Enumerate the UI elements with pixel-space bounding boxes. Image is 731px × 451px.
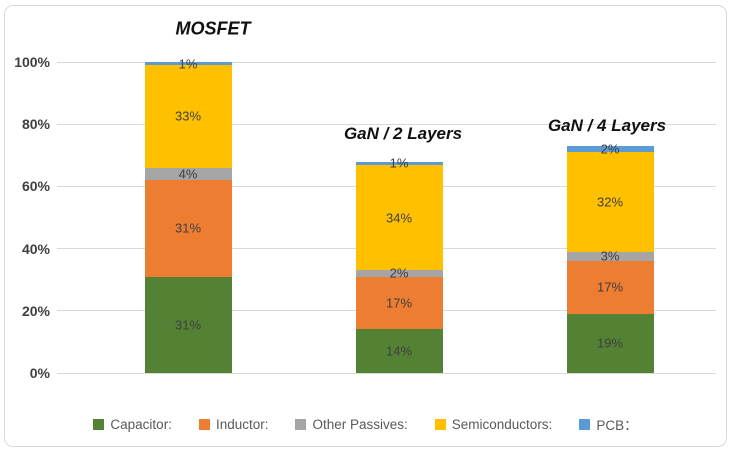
legend-label: Capacitor:: [110, 416, 172, 432]
data-label: 31%: [174, 317, 202, 333]
category-title: GaN / 4 Layers: [547, 116, 667, 135]
data-label: 17%: [596, 279, 624, 295]
legend-swatch: [198, 418, 210, 430]
bar-segment: [566, 145, 654, 153]
bar-segment: [144, 65, 232, 168]
bar-segment: [355, 164, 443, 271]
bar-segment: [144, 167, 232, 181]
y-axis-tick-label: 20%: [21, 302, 50, 319]
data-label: 1%: [389, 155, 409, 171]
legend-item: Capacitor:: [93, 417, 172, 432]
bar-segment: [355, 329, 443, 373]
legend-swatch: [579, 418, 591, 430]
bar-segment: [566, 261, 654, 314]
gridline-80%: [57, 123, 716, 125]
y-axis-tick-label: 40%: [21, 240, 50, 257]
legend: Capacitor: Inductor: Other Passives: Semico…: [0, 413, 731, 435]
gridline-0%: [57, 372, 716, 374]
data-label: 34%: [385, 210, 413, 225]
category-title: MOSFET: [175, 18, 251, 39]
bar-segment: [355, 276, 443, 330]
data-label: 4%: [178, 166, 198, 182]
legend-label: PCB：: [596, 418, 638, 433]
bar-segment: [566, 313, 654, 373]
bar-segment: [144, 276, 232, 373]
legend-item: Other Passives:: [295, 416, 408, 432]
y-axis-tick-label: 80%: [21, 116, 50, 133]
data-label: 2%: [389, 265, 409, 281]
legend-label: Inductor:: [215, 416, 269, 432]
bar-segment: [566, 152, 654, 252]
data-label: 19%: [596, 335, 624, 351]
data-label: 2%: [600, 141, 620, 157]
data-label: 32%: [596, 194, 624, 210]
gridline-100%: [57, 61, 716, 63]
bar-segment: [144, 180, 232, 277]
data-label: 33%: [174, 108, 202, 124]
legend-label: Semiconductors:: [451, 416, 553, 432]
y-axis-tick-label: 0%: [29, 365, 50, 381]
bar-segment: [144, 62, 232, 66]
y-axis-tick-label: 100%: [14, 54, 50, 70]
data-label: 31%: [174, 220, 202, 236]
y-axis-tick-label: 60%: [21, 178, 50, 195]
data-label: 3%: [600, 248, 620, 264]
legend-item: Inductor:: [198, 416, 269, 432]
bar-segment: [355, 161, 443, 165]
data-label: 1%: [178, 56, 198, 72]
bar-segment: [566, 251, 654, 262]
legend-swatch: [434, 418, 446, 430]
bar-segment: [355, 270, 443, 277]
category-title: GaN / 2 Layers: [343, 124, 463, 143]
legend-item: Semiconductors:: [434, 416, 553, 432]
legend-swatch: [93, 418, 105, 430]
data-label: 14%: [385, 343, 413, 359]
data-label: 17%: [385, 295, 413, 311]
legend-label: Other Passives:: [312, 416, 408, 432]
legend-item: PCB：: [579, 414, 638, 434]
legend-swatch: [295, 418, 307, 430]
